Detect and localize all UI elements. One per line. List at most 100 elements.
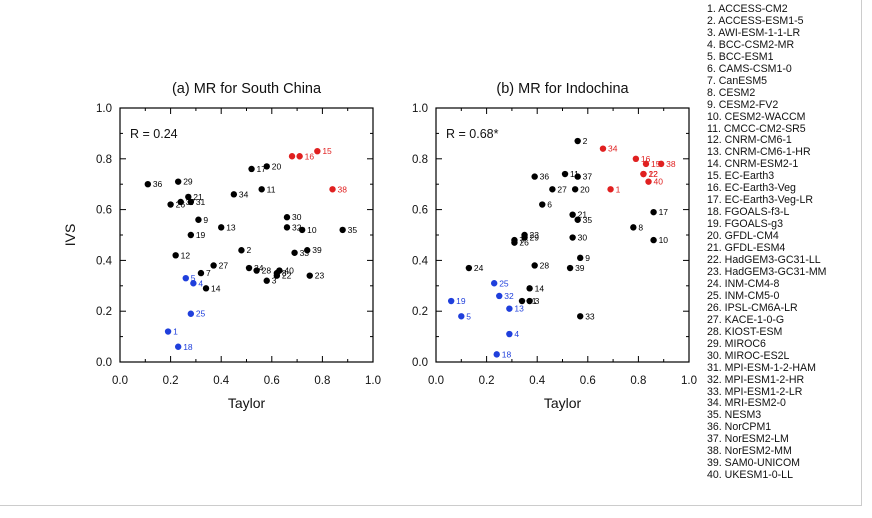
legend-item: 39. SAM0-UNICOM bbox=[707, 457, 801, 470]
point-label-34: 34 bbox=[608, 144, 618, 154]
data-point-26 bbox=[511, 239, 518, 246]
point-label-2: 2 bbox=[246, 245, 251, 255]
data-point-6 bbox=[288, 153, 296, 160]
plot-frame bbox=[119, 107, 374, 363]
x-tick-label: 0.2 bbox=[479, 375, 495, 387]
point-label-32: 32 bbox=[504, 291, 514, 301]
point-label-9: 9 bbox=[585, 253, 590, 263]
panel-south-china: (a) MR for South China Taylor IVS 0.0 0.2 0.4… bbox=[62, 81, 381, 411]
point-label-39: 39 bbox=[575, 263, 585, 273]
legend-item: 35. NESM3 bbox=[707, 409, 762, 422]
point-label-21: 21 bbox=[193, 192, 203, 202]
point-label-28: 28 bbox=[262, 266, 272, 276]
data-point-10 bbox=[650, 236, 657, 244]
panel-indochina: (b) MR for Indochina Taylor 0.0 0.2 0.4 0.6 0.… bbox=[412, 81, 697, 411]
data-point-14 bbox=[526, 285, 533, 292]
y-tick-label: 0.6 bbox=[412, 205, 428, 217]
chart-title: (b) MR for Indochina bbox=[496, 81, 629, 97]
x-tick-label: 0.4 bbox=[529, 375, 546, 387]
x-tick-label: 1.0 bbox=[365, 375, 381, 387]
legend-item: 27. KACE-1-0-G bbox=[707, 313, 785, 326]
data-point-10 bbox=[298, 226, 306, 234]
x-tick-label: 0.4 bbox=[213, 375, 230, 387]
data-point-38 bbox=[657, 160, 665, 168]
point-label-38: 38 bbox=[666, 159, 676, 169]
point-label-20: 20 bbox=[580, 184, 590, 194]
legend-item: 30. MIROC-ES2L bbox=[707, 349, 790, 362]
legend-item: 16. EC-Earth3-Veg bbox=[707, 182, 796, 195]
data-point-19 bbox=[187, 231, 195, 239]
data-point-34 bbox=[230, 191, 238, 198]
x-tick-label: 0.2 bbox=[163, 375, 179, 387]
data-point-5 bbox=[182, 274, 189, 282]
x-axis-label: Taylor bbox=[228, 395, 266, 411]
y-axis-label: IVS bbox=[62, 224, 78, 247]
point-label-24: 24 bbox=[474, 263, 484, 273]
data-point-26 bbox=[167, 201, 174, 208]
point-label-22: 22 bbox=[282, 271, 292, 281]
point-label-40: 40 bbox=[654, 177, 664, 187]
data-point-7 bbox=[197, 269, 205, 277]
data-point-3 bbox=[263, 277, 270, 284]
point-label-8: 8 bbox=[282, 268, 287, 278]
legend-item: 40. UKESM1-0-LL bbox=[707, 469, 793, 482]
data-point-34 bbox=[599, 145, 607, 152]
data-point-25 bbox=[187, 310, 195, 317]
x-tick-label: 0.6 bbox=[264, 375, 280, 387]
legend-item: 29. MIROC6 bbox=[707, 337, 766, 350]
point-label-7: 7 bbox=[206, 268, 211, 278]
legend-item: 23. HadGEM3-GC31-MM bbox=[707, 265, 827, 278]
data-point-6 bbox=[539, 201, 546, 208]
point-label-23: 23 bbox=[530, 230, 540, 240]
point-label-19: 19 bbox=[196, 230, 206, 240]
data-point-4 bbox=[190, 280, 197, 287]
data-point-35 bbox=[574, 216, 581, 223]
point-label-4: 4 bbox=[198, 278, 203, 288]
point-label-9: 9 bbox=[203, 215, 208, 225]
legend-item: 8. CESM2 bbox=[707, 86, 756, 99]
data-point-15 bbox=[642, 160, 650, 168]
data-point-21 bbox=[185, 193, 192, 201]
data-point-9 bbox=[577, 254, 584, 262]
point-label-29: 29 bbox=[183, 177, 193, 187]
point-label-2: 2 bbox=[583, 136, 588, 146]
x-tick-label: 0.8 bbox=[630, 375, 646, 387]
data-point-28 bbox=[531, 262, 538, 269]
legend-item: 5. BCC-ESM1 bbox=[707, 50, 774, 63]
point-label-33: 33 bbox=[585, 311, 595, 321]
data-point-27 bbox=[210, 262, 217, 269]
legend-item: 13. CNRM-CM6-1-HR bbox=[707, 146, 811, 159]
point-label-29: 29 bbox=[530, 233, 540, 243]
data-point-36 bbox=[144, 181, 152, 188]
plot-frame bbox=[435, 107, 690, 363]
data-point-21 bbox=[569, 211, 576, 218]
data-point-40 bbox=[276, 267, 283, 274]
data-point-35 bbox=[339, 226, 346, 234]
point-label-37: 37 bbox=[583, 172, 593, 182]
y-tick-label: 0.8 bbox=[412, 154, 428, 166]
legend-item: 15. EC-Earth3 bbox=[707, 170, 775, 183]
point-label-27: 27 bbox=[219, 260, 229, 270]
data-point-11 bbox=[258, 186, 265, 193]
point-label-25: 25 bbox=[499, 278, 509, 288]
legend-item: 34. MRI-ESM2-0 bbox=[707, 397, 786, 410]
point-label-18: 18 bbox=[183, 342, 193, 352]
point-label-3: 3 bbox=[272, 276, 277, 286]
data-point-33 bbox=[577, 313, 584, 320]
point-label-27: 27 bbox=[557, 184, 567, 194]
legend-item: 26. IPSL-CM6A-LR bbox=[707, 301, 798, 314]
point-label-10: 10 bbox=[307, 225, 317, 235]
point-label-33: 33 bbox=[300, 248, 310, 258]
data-point-39 bbox=[304, 247, 311, 254]
y-tick-label: 0.4 bbox=[412, 255, 429, 267]
legend-item: 12. CNRM-CM6-1 bbox=[707, 134, 792, 147]
data-point-19 bbox=[447, 297, 455, 305]
legend-item: 1. ACCESS-CM2 bbox=[707, 3, 788, 15]
point-label-25: 25 bbox=[196, 309, 206, 319]
data-point-29 bbox=[521, 234, 528, 241]
legend-item: 17. EC-Earth3-Veg-LR bbox=[707, 194, 813, 207]
data-point-37 bbox=[574, 173, 581, 180]
point-label-11: 11 bbox=[267, 184, 276, 194]
data-point-22 bbox=[273, 272, 281, 279]
data-point-16 bbox=[296, 153, 303, 160]
